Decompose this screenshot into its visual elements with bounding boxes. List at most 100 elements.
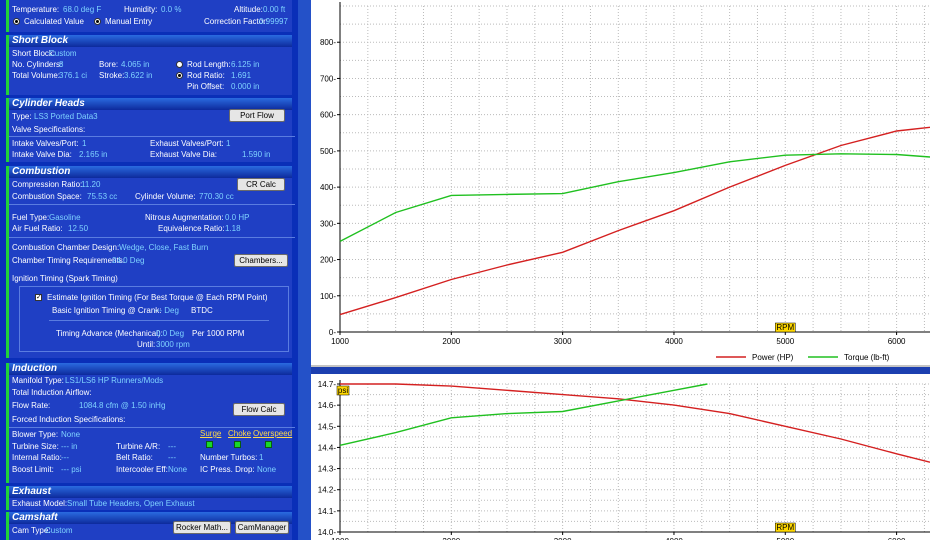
correction-value: 0.99997 [259, 17, 288, 26]
short-block-value[interactable]: Custom [49, 49, 77, 58]
chamber-design-label: Combustion Chamber Design: [12, 243, 120, 252]
combustion-header[interactable]: Combustion [9, 166, 292, 178]
chambers-button[interactable]: Chambers... [234, 254, 288, 267]
exhaust-dia-label: Exhaust Valve Dia: [150, 150, 217, 159]
rod-length-value[interactable]: 6.125 in [231, 60, 260, 69]
divider [49, 320, 269, 321]
y-tick-label: 0- [329, 328, 336, 337]
y-tick-label: 14.0- [318, 528, 337, 537]
exhaust-valves-value[interactable]: 1 [226, 139, 231, 148]
divider [9, 204, 295, 205]
nitrous-label: Nitrous Augmentation: [145, 213, 224, 222]
calculated-radio[interactable] [13, 18, 20, 25]
ignition-timing-label: Ignition Timing (Spark Timing) [12, 274, 118, 283]
rod-ratio-label: Rod Ratio: [187, 71, 225, 80]
y-tick-label: 600- [320, 111, 336, 120]
y-tick-label: 14.1- [318, 507, 337, 516]
manifold-value[interactable]: LS1/LS6 HP Runners/Mods [65, 376, 164, 385]
timing-req-value[interactable]: 24.0 Deg [112, 256, 145, 265]
stroke-value[interactable]: 3.622 in [124, 71, 153, 80]
fuel-type-value[interactable]: Gasoline [49, 213, 81, 222]
cr-calc-button[interactable]: CR Calc [237, 178, 285, 191]
timing-advance-label: Timing Advance (Mechanical): [56, 329, 163, 338]
nitrous-value[interactable]: 0.0 HP [225, 213, 250, 222]
exhaust-valves-label: Exhaust Valves/Port: [150, 139, 224, 148]
turbine-size-value: --- in [61, 442, 78, 451]
exhaust-header[interactable]: Exhaust [9, 486, 292, 498]
x-unit-badge [775, 522, 796, 533]
turbine-size-label: Turbine Size: [12, 442, 59, 451]
flow-rate-value[interactable]: 1084.8 cfm @ 1.50 inHg [79, 401, 166, 410]
x-tick-label: 5000 [776, 537, 794, 540]
ic-press-value: None [257, 465, 277, 474]
until-value[interactable]: 3000 rpm [156, 340, 190, 349]
forced-induction-label: Forced Induction Specifications: [12, 415, 126, 424]
y-tick-label: 800- [320, 38, 336, 47]
x-tick-label: 2000 [442, 537, 460, 540]
pin-offset-label: Pin Offset: [187, 82, 225, 91]
x-tick-label: 4000 [665, 537, 683, 540]
stroke-label: Stroke: [99, 71, 125, 80]
boost-limit-value: --- psi [61, 465, 82, 474]
per-rpm-label: Per 1000 RPM [192, 329, 245, 338]
port-flow-button[interactable]: Port Flow [229, 109, 285, 122]
manual-entry-radio[interactable] [94, 18, 101, 25]
bore-value[interactable]: 4.065 in [121, 60, 150, 69]
intake-valves-value[interactable]: 1 [82, 139, 87, 148]
afr-value[interactable]: 12.50 [68, 224, 89, 233]
estimate-timing-label: Estimate Ignition Timing (For Best Torqu… [47, 293, 268, 302]
rod-ratio-radio[interactable] [176, 72, 183, 79]
head-type-value[interactable]: LS3 Ported Data3 [34, 112, 98, 121]
chamber-design-value[interactable]: Wedge, Close, Fast Burn [119, 243, 209, 252]
combustion-space-value[interactable]: 75.53 cc [87, 192, 118, 201]
temperature-label: Temperature: [12, 5, 60, 14]
intake-dia-label: Intake Valve Dia: [12, 150, 72, 159]
y-tick-label: 14.2- [318, 486, 337, 495]
manifold-label: Manifold Type: [12, 376, 64, 385]
pin-offset-value[interactable]: 0.000 in [231, 82, 260, 91]
blower-type-value[interactable]: None [61, 430, 81, 439]
rocker-math-button[interactable]: Rocker Math... [173, 521, 231, 534]
cylinders-label: No. Cylinders: [12, 60, 63, 69]
total-volume-value: 376.1 ci [59, 71, 88, 80]
x-tick-label: 6000 [888, 337, 906, 346]
bore-label: Bore: [99, 60, 119, 69]
manual-entry-label: Manual Entry [105, 17, 153, 26]
y-tick-label: 14.6- [318, 401, 337, 410]
basic-timing-value: --- Deg [154, 306, 179, 315]
total-airflow-label: Total Induction Airflow: [12, 388, 92, 397]
timing-advance-value[interactable]: 0.0 Deg [156, 329, 185, 338]
cam-manager-button[interactable]: CamManager [235, 521, 289, 534]
compression-value[interactable]: 11.20 [81, 180, 101, 189]
unit-badge [336, 385, 350, 396]
cylinders-value[interactable]: 8 [59, 60, 64, 69]
correction-label: Correction Factor: [204, 17, 269, 26]
until-label: Until: [137, 340, 156, 349]
y-tick-label: 14.3- [318, 465, 337, 474]
power-torque-chart: 0- 100- 200- 300- 400- 500- 600- 700- 800- 1000 20… [311, 0, 930, 367]
splitter[interactable] [298, 0, 311, 540]
cam-type-label: Cam Type: [12, 526, 51, 535]
cylinder-heads-header[interactable]: Cylinder Heads [9, 98, 292, 110]
exhaust-dia-value[interactable]: 1.590 in [242, 150, 271, 159]
flow-calc-button[interactable]: Flow Calc [233, 403, 285, 416]
y-tick-label: 200- [320, 256, 336, 265]
rod-length-radio[interactable] [176, 61, 183, 68]
humidity-label: Humidity: [124, 5, 158, 14]
blower-type-label: Blower Type: [12, 430, 59, 439]
equivalence-value[interactable]: 1.18 [225, 224, 241, 233]
x-tick-label: 2000 [442, 337, 460, 346]
estimate-timing-checkbox[interactable]: ✓ [35, 294, 42, 301]
cam-type-value[interactable]: Custom [45, 526, 73, 535]
altitude-label: Altitude: [234, 5, 263, 14]
fuel-type-label: Fuel Type: [12, 213, 50, 222]
unit-badge-label: psi [338, 386, 348, 395]
rod-length-label: Rod Length: [187, 60, 231, 69]
temperature-value: 68.0 deg F [63, 5, 102, 14]
exhaust-model-value[interactable]: Small Tube Headers, Open Exhaust [67, 499, 195, 508]
short-block-header[interactable]: Short Block [9, 35, 292, 47]
combustion-space-label: Combustion Space: [12, 192, 82, 201]
rod-ratio-value[interactable]: 1.691 [231, 71, 252, 80]
intake-dia-value[interactable]: 2.165 in [79, 150, 108, 159]
induction-header[interactable]: Induction [9, 363, 292, 375]
